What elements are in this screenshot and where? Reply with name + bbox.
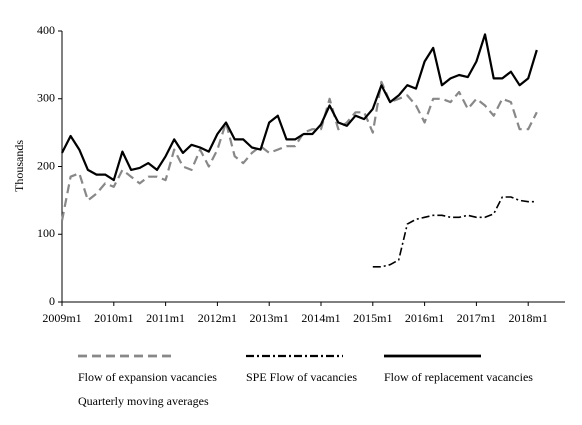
series-line [60, 80, 538, 221]
y-tick-label: 300 [37, 91, 55, 105]
x-tick-label: 2011m1 [146, 311, 185, 325]
y-tick-label: 400 [37, 23, 55, 37]
x-tick-label: 2018m1 [509, 311, 548, 325]
x-tick-label: 2015m1 [353, 311, 392, 325]
x-tick-label: 2009m1 [42, 311, 81, 325]
x-tick-label: 2012m1 [198, 311, 237, 325]
legend-label: Flow of replacement vacancies [384, 370, 533, 384]
note: Quarterly moving averages [78, 394, 209, 408]
y-tick-label: 100 [37, 226, 55, 240]
legend-label: Flow of expansion vacancies [78, 370, 217, 384]
x-tick-label: 2010m1 [94, 311, 133, 325]
x-tick-label: 2014m1 [301, 311, 340, 325]
x-tick-label: 2016m1 [405, 311, 444, 325]
y-tick-label: 0 [49, 294, 55, 308]
series-line [372, 196, 537, 268]
x-tick-label: 2013m1 [250, 311, 289, 325]
series-line [61, 33, 538, 182]
y-tick-label: 200 [37, 158, 55, 172]
legend-label: SPE Flow of vacancies [246, 370, 357, 384]
y-axis-label: Thousands [12, 140, 26, 192]
x-tick-label: 2017m1 [457, 311, 496, 325]
